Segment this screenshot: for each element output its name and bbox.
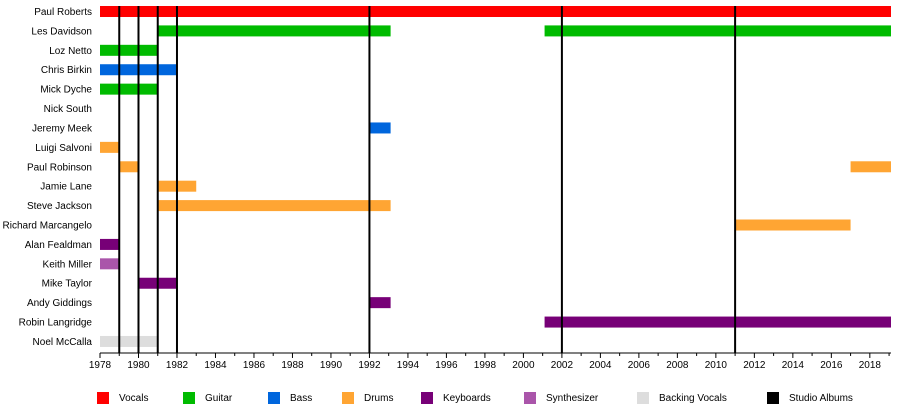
legend-item: Bass <box>268 389 312 407</box>
x-tick-label: 1996 <box>435 360 458 371</box>
legend-swatch <box>637 392 649 404</box>
member-label: Nick South <box>44 104 92 115</box>
member-label: Paul Robinson <box>27 162 92 173</box>
member-label: Chris Birkin <box>41 65 92 76</box>
member-bar <box>100 6 891 17</box>
member-label: Andy Giddings <box>27 298 92 309</box>
member-bar <box>100 335 158 347</box>
legend-swatch <box>524 392 536 404</box>
x-tick-label: 1994 <box>397 360 420 371</box>
legend-swatch <box>342 392 354 404</box>
x-tick-label: 2010 <box>705 360 728 371</box>
legend-swatch <box>421 392 433 404</box>
legend-item: Studio Albums <box>767 389 853 407</box>
member-label: Luigi Salvoni <box>35 143 92 154</box>
x-tick-label: 2004 <box>589 360 612 371</box>
member-label: Jamie Lane <box>40 182 92 193</box>
legend-label: Vocals <box>119 392 149 404</box>
legend-item: Guitar <box>183 389 232 407</box>
member-bars <box>100 6 891 347</box>
member-label: Jeremy Meek <box>32 123 93 134</box>
legend-label: Bass <box>290 392 313 404</box>
member-labels: Paul Roberts Les Davidson Loz Netto Chris B… <box>3 7 93 348</box>
member-label: Mick Dyche <box>40 85 92 96</box>
legend-label: Studio Albums <box>789 392 853 404</box>
legend-label: Guitar <box>205 392 233 404</box>
member-bar <box>100 44 158 56</box>
x-tick-label: 2016 <box>820 360 843 371</box>
member-label: Mike Taylor <box>42 279 93 290</box>
x-tick-label: 1998 <box>474 360 497 371</box>
x-tick-label: 1988 <box>281 360 304 371</box>
legend-label: Keyboards <box>443 392 491 404</box>
legend-item: Synthesizer <box>524 389 598 407</box>
legend-item: Vocals <box>97 389 148 407</box>
member-label: Keith Miller <box>43 259 93 270</box>
member-bar <box>157 200 391 212</box>
legend-swatch <box>183 392 195 404</box>
member-bar <box>369 122 391 134</box>
member-bar <box>157 25 391 37</box>
x-tick-label: 1992 <box>358 360 381 371</box>
x-tick-label: 1990 <box>320 360 343 371</box>
x-tick-label: 2000 <box>512 360 535 371</box>
member-bar <box>100 238 120 250</box>
legend-item: Drums <box>342 389 393 407</box>
legend-swatch <box>268 392 280 404</box>
studio-album-lines <box>118 6 737 353</box>
x-tick-label: 2018 <box>859 360 882 371</box>
x-tick-label: 2006 <box>628 360 651 371</box>
x-axis: 1978 1980 1982 1984 1986 1988 1990 1992 1994 1996… <box>89 352 891 371</box>
member-bar <box>119 161 139 173</box>
member-bar <box>100 141 120 153</box>
x-tick-label: 1986 <box>243 360 266 371</box>
band-member-timeline-chart: Paul Roberts Les Davidson Loz Netto Chris B… <box>3 6 891 371</box>
legend-item: Backing Vocals <box>637 389 727 407</box>
legend-swatch <box>97 392 109 404</box>
legend-label: Synthesizer <box>546 392 599 404</box>
member-label: Alan Fealdman <box>25 240 92 251</box>
member-label: Robin Langridge <box>19 318 93 329</box>
x-tick-label: 2008 <box>666 360 689 371</box>
member-bar <box>100 258 120 270</box>
legend-swatch <box>767 392 779 404</box>
member-bar <box>544 25 891 37</box>
member-bar <box>850 161 891 173</box>
member-label: Noel McCalla <box>33 337 93 348</box>
x-tick-label: 2014 <box>782 360 805 371</box>
x-tick-label: 1982 <box>166 360 189 371</box>
x-tick-label: 1978 <box>89 360 112 371</box>
x-tick-label: 2002 <box>551 360 574 371</box>
member-label: Steve Jackson <box>27 201 92 212</box>
legend-item: Keyboards <box>421 389 491 407</box>
member-label: Loz Netto <box>49 46 92 57</box>
x-tick-label: 1984 <box>204 360 227 371</box>
member-label: Les Davidson <box>31 26 92 37</box>
member-bar <box>100 83 158 95</box>
legend-label: Drums <box>364 392 394 404</box>
member-label: Paul Roberts <box>34 7 92 18</box>
member-label: Richard Marcangelo <box>3 221 93 232</box>
x-tick-label: 2012 <box>743 360 766 371</box>
legend-label: Backing Vocals <box>659 392 727 404</box>
member-bar <box>544 316 891 328</box>
member-bar <box>369 297 391 309</box>
x-tick-label: 1980 <box>127 360 150 371</box>
member-bar <box>735 219 851 231</box>
legend: Vocals Guitar Bass Drums Keyboards Synthesize… <box>0 389 900 407</box>
